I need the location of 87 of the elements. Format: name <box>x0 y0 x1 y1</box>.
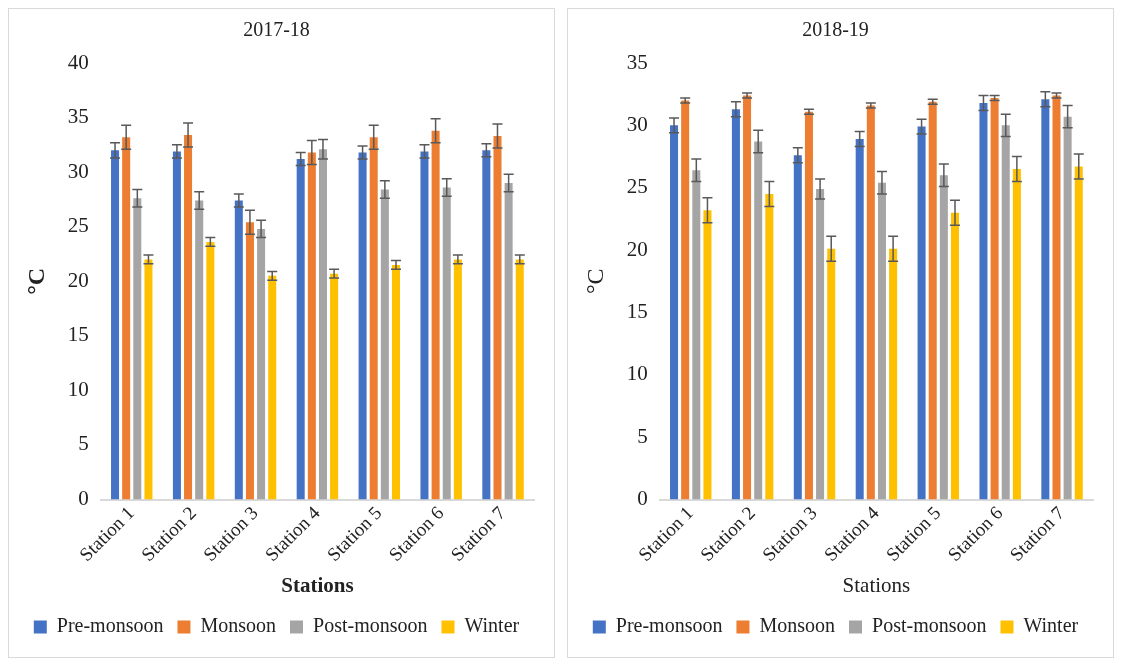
bar <box>765 193 774 500</box>
bar <box>754 141 763 500</box>
legend-label: Post-monsoon <box>872 614 987 637</box>
bar <box>917 126 926 500</box>
bar <box>482 150 491 500</box>
y-tick-label: 5 <box>78 431 89 456</box>
legend-label: Monsoon <box>759 614 836 637</box>
y-axis-title: °C <box>22 267 49 295</box>
bar <box>504 183 513 500</box>
bar <box>369 137 378 500</box>
bar <box>1074 166 1083 500</box>
bar <box>195 200 204 500</box>
bar <box>257 228 266 500</box>
bar <box>442 187 451 500</box>
bar <box>431 130 440 500</box>
bar <box>420 151 429 500</box>
bar <box>245 222 254 500</box>
bar <box>670 125 679 500</box>
bar <box>184 135 193 500</box>
bar <box>1012 169 1021 500</box>
bar <box>979 102 988 500</box>
y-tick-label: 15 <box>67 322 89 347</box>
y-tick-label: 15 <box>626 298 648 323</box>
y-tick-label: 35 <box>626 49 648 74</box>
bar <box>855 139 864 500</box>
bar <box>172 151 181 500</box>
bar <box>1041 99 1050 500</box>
bar <box>493 136 502 500</box>
y-tick-label: 25 <box>67 213 89 238</box>
legend-label: Pre-monsoon <box>56 614 164 637</box>
bar <box>827 248 836 500</box>
legend-label: Winter <box>1023 614 1079 637</box>
y-tick-label: 20 <box>67 267 89 292</box>
bar <box>1052 95 1061 500</box>
bar <box>1063 116 1072 500</box>
y-tick-label: 0 <box>78 486 89 511</box>
bar <box>380 189 389 500</box>
bar <box>889 248 898 500</box>
bar <box>743 95 752 500</box>
legend-label: Winter <box>464 614 520 637</box>
y-tick-label: 30 <box>626 111 648 136</box>
bar <box>111 150 120 500</box>
bar <box>515 259 524 500</box>
bar <box>692 170 701 500</box>
bar <box>122 137 131 500</box>
bar <box>816 188 825 500</box>
y-tick-label: 10 <box>67 376 89 401</box>
bar <box>144 259 153 500</box>
bar <box>296 159 305 500</box>
chart-title: 2017-18 <box>243 18 310 41</box>
bar <box>358 152 367 500</box>
bar <box>939 175 948 500</box>
y-tick-label: 30 <box>67 158 89 183</box>
bar <box>681 100 690 500</box>
bar <box>990 97 999 500</box>
bar <box>318 149 327 500</box>
bar <box>453 259 462 500</box>
chart-title: 2018-19 <box>802 18 869 41</box>
x-axis-title: Stations <box>281 572 354 597</box>
legend-label: Pre-monsoon <box>615 614 723 637</box>
y-tick-label: 10 <box>626 361 648 386</box>
bar <box>804 111 813 500</box>
bar <box>330 273 339 500</box>
x-axis-title: Stations <box>842 572 911 597</box>
legend-label: Post-monsoon <box>313 614 428 637</box>
bar <box>877 182 886 500</box>
y-tick-label: 5 <box>637 423 648 448</box>
bar <box>866 105 875 500</box>
y-axis-title: °C <box>581 268 608 295</box>
y-tick-label: 25 <box>626 174 648 199</box>
y-tick-label: 20 <box>626 236 648 261</box>
bar <box>928 101 937 500</box>
y-tick-label: 40 <box>67 49 89 74</box>
bar <box>391 264 401 500</box>
y-tick-label: 35 <box>67 104 89 129</box>
bar <box>206 241 215 500</box>
bar <box>268 275 277 500</box>
bar <box>731 109 740 500</box>
bar <box>950 212 960 500</box>
bar <box>133 198 142 500</box>
legend-label: Monsoon <box>200 614 277 637</box>
y-tick-label: 0 <box>637 486 648 511</box>
bar <box>307 152 316 500</box>
bar <box>1001 125 1010 500</box>
bar <box>793 155 802 500</box>
bar <box>703 210 712 500</box>
bar <box>234 200 243 500</box>
